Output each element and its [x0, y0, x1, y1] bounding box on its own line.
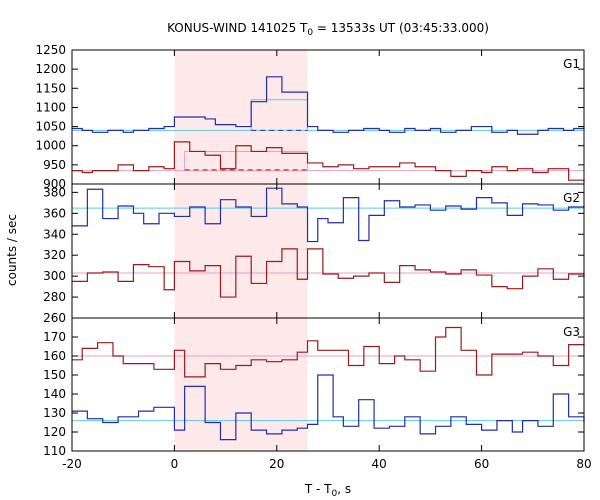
y-tick-label: 280: [43, 290, 66, 304]
x-tick-label: -20: [62, 457, 82, 471]
series-g3-blue: [72, 374, 585, 441]
title-rest: = 13533s UT (03:45:33.000): [313, 21, 489, 35]
y-tick-label: 150: [43, 368, 66, 382]
y-tick-label: 1000: [35, 139, 66, 153]
series-g2-red: [72, 248, 585, 298]
x-tick-label: 60: [474, 457, 489, 471]
xlabel-rest: , s: [337, 482, 351, 496]
y-tick-label: 1200: [35, 62, 66, 76]
y-tick-label: 1100: [35, 100, 66, 114]
y-tick-label: 160: [43, 349, 66, 363]
x-tick-label: 20: [269, 457, 284, 471]
highlight-band: [174, 50, 308, 451]
x-tick-label: 0: [171, 457, 179, 471]
x-axis-label: T - T0, s: [304, 482, 351, 499]
y-tick-label: 1150: [35, 81, 66, 95]
y-tick-label: 1050: [35, 120, 66, 134]
y-tick-label: 140: [43, 387, 66, 401]
title-sub: 0: [307, 28, 313, 38]
y-tick-label: 1250: [35, 43, 66, 57]
y-tick-label: 130: [43, 406, 66, 420]
panel-label-g1: G1: [563, 57, 580, 71]
chart-title: KONUS-WIND 141025 T0 = 13533s UT (03:45:…: [167, 21, 489, 38]
y-tick-label: 110: [43, 444, 66, 458]
y-tick-label: 170: [43, 330, 66, 344]
y-tick-label: 300: [43, 269, 66, 283]
panel-label-g2: G2: [563, 191, 580, 205]
panel-label-g3: G3: [563, 325, 580, 339]
panel-frame-g1: [71, 49, 585, 185]
y-tick-label: 340: [43, 227, 66, 241]
series-g2-blue: [72, 187, 585, 243]
y-tick-label: 950: [43, 158, 66, 172]
y-tick-label: 360: [43, 206, 66, 220]
y-tick-label: 900: [43, 177, 66, 191]
title-main: KONUS-WIND 141025 T: [167, 21, 308, 35]
y-tick-label: 120: [43, 425, 66, 439]
series-g1-red: [72, 141, 585, 183]
series-g3-red: [72, 326, 585, 378]
y-tick-label: 260: [43, 311, 66, 325]
y-axis-label: counts / sec: [5, 214, 19, 286]
xlabel-main: T - T: [304, 482, 332, 496]
y-tick-label: 320: [43, 248, 66, 262]
x-tick-label: 80: [576, 457, 591, 471]
plot-layer: 900950100010501100115012001250G126028030…: [35, 43, 591, 471]
x-tick-label: 40: [372, 457, 387, 471]
y-tick-label: 380: [43, 185, 66, 199]
panel-frame-g3: [71, 317, 585, 452]
series-g1-blue: [72, 76, 585, 135]
xlabel-sub: 0: [332, 489, 338, 499]
